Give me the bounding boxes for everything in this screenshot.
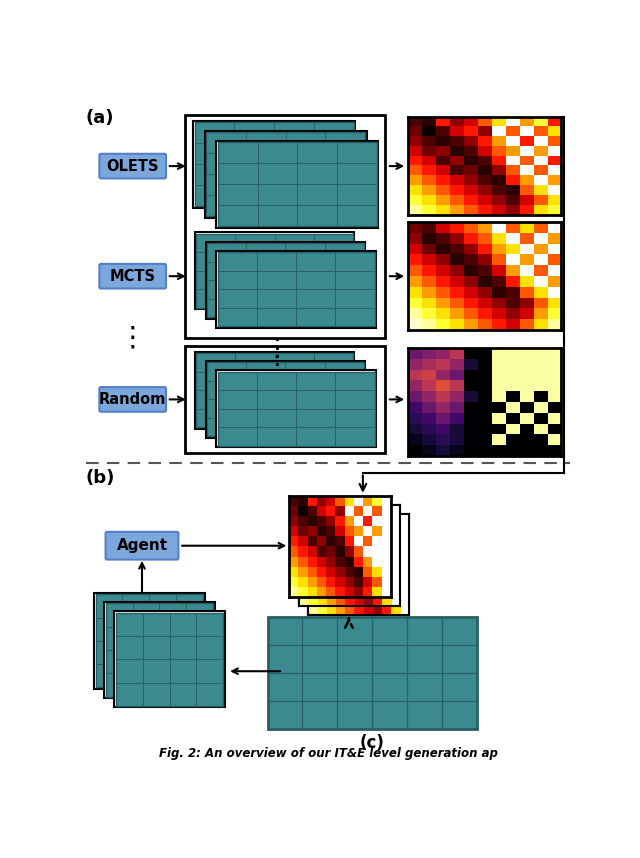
Bar bbox=[207, 362, 364, 437]
Text: OLETS: OLETS bbox=[106, 159, 159, 173]
Text: Agent: Agent bbox=[116, 538, 168, 553]
Bar bbox=[114, 611, 225, 707]
Bar bbox=[308, 514, 410, 615]
Bar bbox=[206, 132, 365, 216]
Text: ⋮: ⋮ bbox=[119, 323, 147, 352]
Bar bbox=[116, 613, 223, 706]
Bar bbox=[196, 234, 353, 308]
Bar bbox=[94, 593, 205, 689]
Bar bbox=[298, 505, 400, 606]
Text: ⋮: ⋮ bbox=[265, 345, 290, 369]
Text: Random: Random bbox=[99, 392, 166, 407]
Text: Fig. 2: An overview of our IT&E level generation ap: Fig. 2: An overview of our IT&E level ge… bbox=[159, 747, 497, 760]
FancyBboxPatch shape bbox=[99, 387, 166, 412]
Bar bbox=[195, 122, 353, 206]
Text: (a): (a) bbox=[85, 109, 114, 127]
Bar bbox=[195, 352, 355, 429]
Bar bbox=[195, 233, 355, 310]
Text: MCTS: MCTS bbox=[109, 269, 156, 284]
Bar bbox=[268, 617, 477, 729]
Bar bbox=[106, 603, 213, 697]
Bar bbox=[205, 242, 365, 318]
Bar bbox=[218, 142, 377, 227]
Bar bbox=[218, 372, 374, 445]
Bar bbox=[104, 602, 215, 698]
Bar bbox=[196, 353, 353, 427]
Text: ⋮: ⋮ bbox=[265, 337, 290, 361]
Bar bbox=[216, 370, 376, 447]
Text: (c): (c) bbox=[360, 734, 385, 752]
Bar bbox=[184, 114, 385, 338]
FancyBboxPatch shape bbox=[99, 264, 166, 288]
Bar bbox=[193, 121, 355, 208]
Bar bbox=[184, 346, 385, 453]
Bar bbox=[218, 252, 374, 326]
Bar bbox=[205, 361, 365, 438]
Bar bbox=[216, 141, 378, 227]
FancyBboxPatch shape bbox=[99, 154, 166, 178]
Bar bbox=[205, 130, 367, 218]
Bar bbox=[207, 243, 364, 317]
Bar bbox=[95, 595, 204, 687]
Bar bbox=[216, 251, 376, 328]
FancyBboxPatch shape bbox=[106, 532, 179, 559]
Text: (b): (b) bbox=[85, 469, 115, 487]
